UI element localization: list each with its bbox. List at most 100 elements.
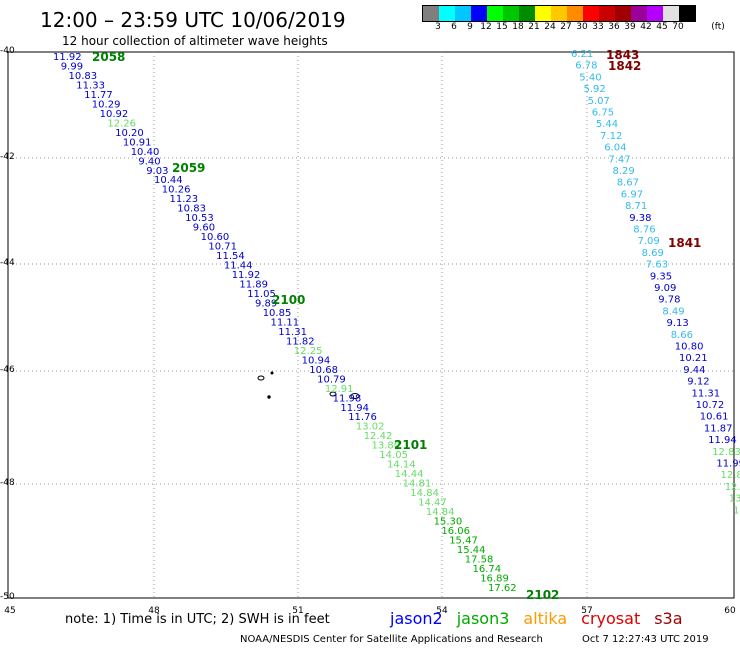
swh-value: 14.44 [395,469,424,480]
swh-value: 6.04 [604,143,626,154]
swh-value: 12.91 [325,384,354,395]
swh-value: 8.76 [633,225,655,236]
swh-value: 13.80 [372,441,401,452]
swh-value: 14.81 [403,479,432,490]
islands [257,371,360,399]
color-swatch-14 [647,6,663,21]
swh-value: 8.66 [671,330,693,341]
swh-value: 10.68 [309,365,338,376]
color-swatch-4 [487,6,503,21]
swh-value: 9.03 [146,166,168,177]
color-swatch-12 [615,6,631,21]
color-swatch-5 [503,6,519,21]
swh-value: 10.20 [115,128,144,139]
color-scale-label: 24 [544,22,556,32]
latitude-tick: -50 [0,592,15,602]
color-scale-label: 3 [435,22,441,32]
swh-value: 9.40 [138,156,160,167]
swh-value: 17.62 [488,583,517,594]
swh-value: 5.07 [588,96,610,107]
longitude-tick: 45 [4,606,16,616]
island-5 [350,393,360,399]
swh-value: 14.47 [418,498,447,509]
swh-value: 7.63 [646,260,668,271]
longitude-tick: 60 [724,606,736,616]
track-label: 1843 [606,48,639,62]
color-scale-label: 39 [624,22,636,32]
swh-value: 6.97 [621,189,643,200]
swh-value: 6.21 [571,49,593,60]
color-swatch-15 [663,6,679,21]
latitude-tick: -44 [0,258,15,268]
color-scale-label: 18 [512,22,524,32]
color-scale-label: 70 [672,22,684,32]
swh-value: 7.47 [608,154,630,165]
footer-credit: NOAA/NESDIS Center for Satellite Applica… [240,634,543,645]
track-b-values: 6.216.785.405.925.076.755.447.126.047.47… [571,49,740,516]
swh-value: 9.13 [667,318,689,329]
swh-value: 11.54 [216,251,245,262]
map-title: 12:00 – 23:59 UTC 10/06/2019 [40,8,346,32]
swh-value: 8.69 [642,248,664,259]
swh-value: 8.67 [617,178,639,189]
track-label: 1841 [668,236,701,250]
swh-value: 8.71 [625,201,647,212]
swh-value: 8.29 [613,166,635,177]
swh-value: 16.74 [473,564,502,575]
swh-value: 10.26 [162,185,191,196]
track-label: 2058 [92,50,125,64]
swh-value: 9.35 [650,271,672,282]
swh-value: 11.76 [348,412,377,423]
longitude-tick: 57 [581,606,593,616]
island-3 [270,371,274,375]
swh-value: 12.7 [725,482,740,493]
satellite-legend: jason2 jason3 altika cryosat s3a [390,609,697,628]
color-swatch-10 [583,6,599,21]
color-swatch-11 [599,6,615,21]
legend-s3a: s3a [654,609,683,628]
swh-value: 6.78 [575,61,597,72]
swh-value: 8.49 [662,306,684,317]
swh-value: 10.53 [185,213,214,224]
swh-value: 11.31 [692,388,721,399]
swh-value: 9.44 [683,365,705,376]
swh-value: 10.72 [696,400,725,411]
swh-value: 14.84 [426,507,455,518]
island-4 [329,391,337,397]
color-scale-label: 36 [608,22,620,32]
swh-value: 11.87 [704,423,733,434]
swh-value: 11.77 [84,90,113,101]
swh-value: 7.12 [600,131,622,142]
swh-value: 10.91 [123,137,152,148]
swh-value: 11.31 [278,327,307,338]
swh-value: 10.29 [92,99,121,110]
latitude-tick: -48 [0,478,15,488]
swh-value: 15.47 [449,536,478,547]
swh-value: 11.94 [340,403,369,414]
track-a-values: 11.929.9910.8311.3311.7710.2910.9212.261… [53,52,517,594]
color-scale-label: 42 [640,22,652,32]
swh-value: 10.79 [317,374,346,385]
swh-value: 15.44 [457,545,486,556]
swh-value: 11.44 [224,261,253,272]
longitude-tick: 51 [292,606,304,616]
swh-value: 16.06 [441,526,470,537]
legend-altika: altika [523,609,568,628]
swh-value: 12.83 [712,447,740,458]
swh-value: 9.12 [687,377,709,388]
color-scale-unit: (ft) [711,22,725,32]
swh-value: 16.89 [480,573,509,584]
swh-value: 12.25 [294,346,323,357]
swh-value: 10.44 [154,175,183,186]
color-scale-bar [422,5,696,22]
swh-value: 11.11 [271,317,300,328]
color-scale-label: 6 [451,22,457,32]
color-swatch-16 [679,6,695,21]
color-swatch-7 [535,6,551,21]
swh-value: 17.58 [465,554,494,565]
swh-value: 10.83 [69,71,98,82]
swh-value: 9.60 [193,223,215,234]
color-scale-labels: 3 6 9 12 15 18 21 24 27 30 33 36 39 42 45 70 (ft) [422,22,740,34]
